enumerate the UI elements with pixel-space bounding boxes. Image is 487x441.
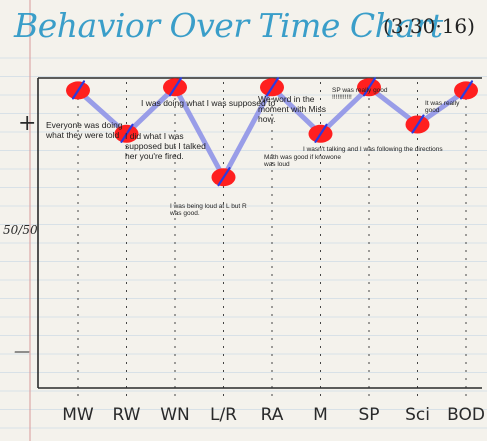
x-tick-label-1: RW — [113, 405, 141, 425]
annotation-wn: I was doing what I was supposed to — [141, 98, 276, 108]
x-tick-label-0: MW — [62, 405, 94, 425]
annotation-bod: It was really good — [425, 100, 460, 115]
annotation-sp: SP was really good !!!!!!!!!!! — [332, 87, 388, 102]
tick-mark-M — [314, 123, 328, 143]
annotation-ra: We word in the moment with Miss how. — [258, 94, 327, 124]
tick-mark-L/R — [217, 167, 231, 187]
y-tick-label-2: — — [14, 341, 30, 360]
tick-mark-BOD — [459, 80, 474, 100]
y-tick-label-1: 50/50 — [3, 223, 38, 237]
x-tick-label-3: L/R — [210, 405, 237, 425]
y-tick-label-0: + — [18, 111, 36, 136]
y-tick-labels: +50/50 — — [3, 111, 38, 360]
tick-mark-SP — [362, 77, 377, 97]
x-tick-labels: MW RW WN L/R RA M SP Sci BOD — [62, 405, 485, 425]
chart-date: (3·30·16) — [383, 14, 475, 38]
x-tick-label-7: Sci — [405, 405, 430, 425]
x-tick-label-5: M — [313, 405, 328, 425]
tick-mark-RA — [265, 77, 280, 97]
annotation-mw: Everyone was doing what they were told — [46, 120, 123, 140]
tick-marks — [71, 77, 474, 187]
notebook-rules — [0, 57, 487, 429]
x-tick-label-4: RA — [261, 405, 284, 425]
tick-mark-Sci — [411, 114, 425, 134]
annotation-lr: I was being loud at L but R was good. — [170, 203, 247, 218]
annotation-m: Math was good if knowone was loud — [264, 154, 341, 169]
chart-title: Behavior Over Time Chart — [14, 6, 443, 45]
tick-mark-MW — [71, 80, 86, 100]
tick-mark-WN — [168, 77, 183, 97]
x-tick-label-6: SP — [358, 405, 379, 425]
x-tick-label-2: WN — [160, 405, 190, 425]
annotation-rw: I did what I was supposed but I talked h… — [125, 131, 206, 161]
chart-axes — [37, 77, 482, 389]
x-tick-label-8: BOD — [447, 405, 485, 425]
annotation-sci: I wasn't talking and I was following the… — [303, 146, 443, 153]
tick-mark-RW — [120, 123, 134, 143]
